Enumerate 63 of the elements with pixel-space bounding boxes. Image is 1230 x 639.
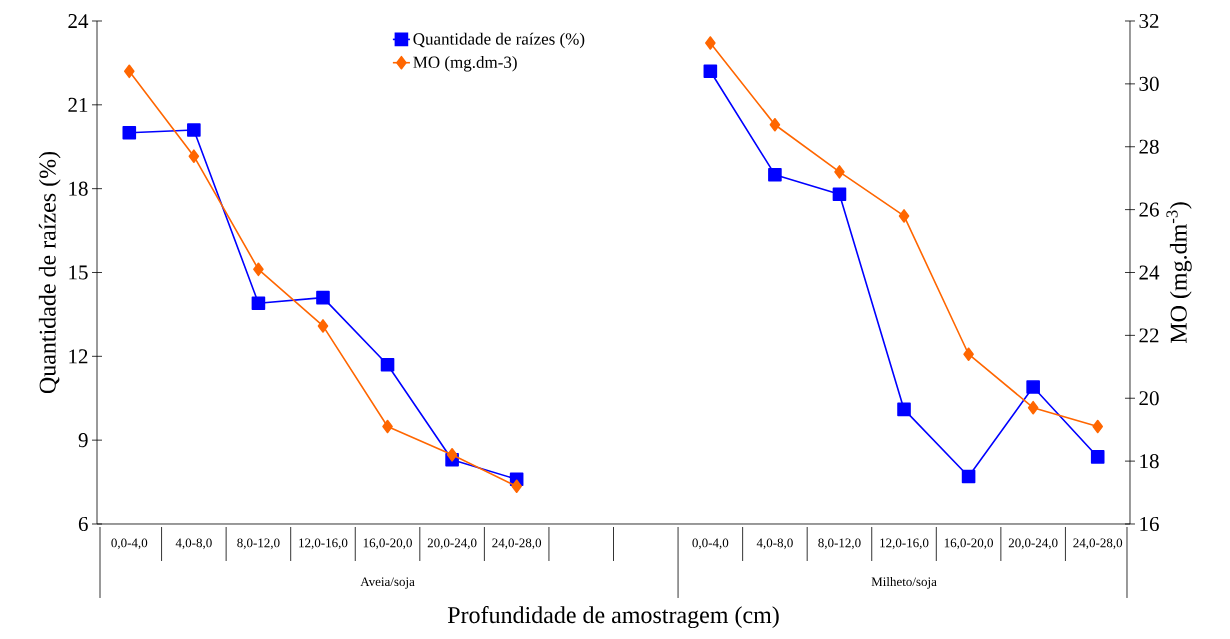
y-tick-label: 18: [69, 181, 88, 196]
point: [187, 123, 201, 137]
point: [1092, 419, 1104, 434]
legend-label: MO (mg.dm-3): [413, 56, 517, 72]
y2-tick-label: 24: [1139, 265, 1160, 280]
y2-tick-label: 22: [1139, 328, 1159, 343]
x-tick-label: 8,0-12,0: [818, 538, 861, 550]
y2-tick-label: 16: [1140, 516, 1159, 532]
y-tick-label: 9: [78, 433, 88, 448]
y-tick-label: 21: [68, 97, 88, 112]
y2-tick-label: 28: [1139, 139, 1159, 154]
point: [253, 262, 264, 277]
text: Milheto/soja: [871, 576, 937, 589]
y-tick-label: 6: [78, 516, 88, 532]
point: [251, 296, 266, 311]
x-tick-label: 16,0-20,0: [363, 538, 412, 550]
point: [380, 357, 395, 372]
point: [122, 125, 137, 140]
point: [961, 469, 976, 484]
point: [703, 64, 718, 79]
point: [769, 117, 781, 132]
x-tick-label: 20,0-24,0: [427, 538, 477, 550]
x-tick-label: 8,0-12,0: [237, 538, 280, 550]
y2-tick-label: 32: [1139, 13, 1159, 29]
x-tick-label: 24,0-28,0: [1073, 538, 1123, 550]
y2-tick-label: 26: [1139, 202, 1159, 217]
y-axis-title: Quantidade de raízes (%): [38, 151, 61, 394]
x-tick-label: 12,0-16,0: [299, 538, 348, 550]
x-tick-label: 0,0-4,0: [111, 538, 148, 550]
point: [898, 209, 910, 223]
x-tick-label: 16,0-20,0: [944, 538, 994, 550]
x-tick-label: 12,0-16,0: [880, 538, 929, 550]
point: [963, 347, 974, 362]
x-tick-label: 24,0-28,0: [492, 538, 542, 550]
point: [188, 149, 200, 163]
point: [123, 64, 135, 79]
text: Aveia/soja: [360, 577, 415, 589]
x-axis-title: Profundidade de amostragem (cm): [447, 606, 779, 629]
point: [1026, 380, 1040, 394]
point: [511, 479, 522, 494]
point: [768, 167, 782, 182]
point: [1027, 400, 1039, 415]
y2-tick-label: 30: [1139, 76, 1159, 91]
point: [382, 419, 393, 434]
point: [316, 290, 330, 305]
y2-tick-label: 18: [1140, 454, 1159, 469]
point: [1090, 450, 1105, 464]
x-tick-label: 4,0-8,0: [175, 538, 212, 550]
y2-tick-label: 20: [1139, 391, 1159, 406]
y2-axis-title: MO (mg.dm$^{-3}$): [1166, 202, 1192, 344]
x-tick-label: 0,0-4,0: [692, 538, 729, 550]
point: [705, 36, 716, 50]
y-tick-label: 12: [69, 349, 88, 364]
point: [446, 448, 458, 462]
point: [317, 319, 329, 333]
y-tick-label: 24: [68, 14, 89, 28]
legend-label: Quantidade de raízes (%): [413, 32, 585, 49]
point: [897, 402, 911, 417]
y-tick-label: 15: [69, 265, 88, 280]
point: [834, 165, 845, 179]
x-tick-label: 20,0-24,0: [1008, 538, 1058, 550]
point: [832, 187, 847, 202]
x-tick-label: 4,0-8,0: [756, 538, 793, 550]
